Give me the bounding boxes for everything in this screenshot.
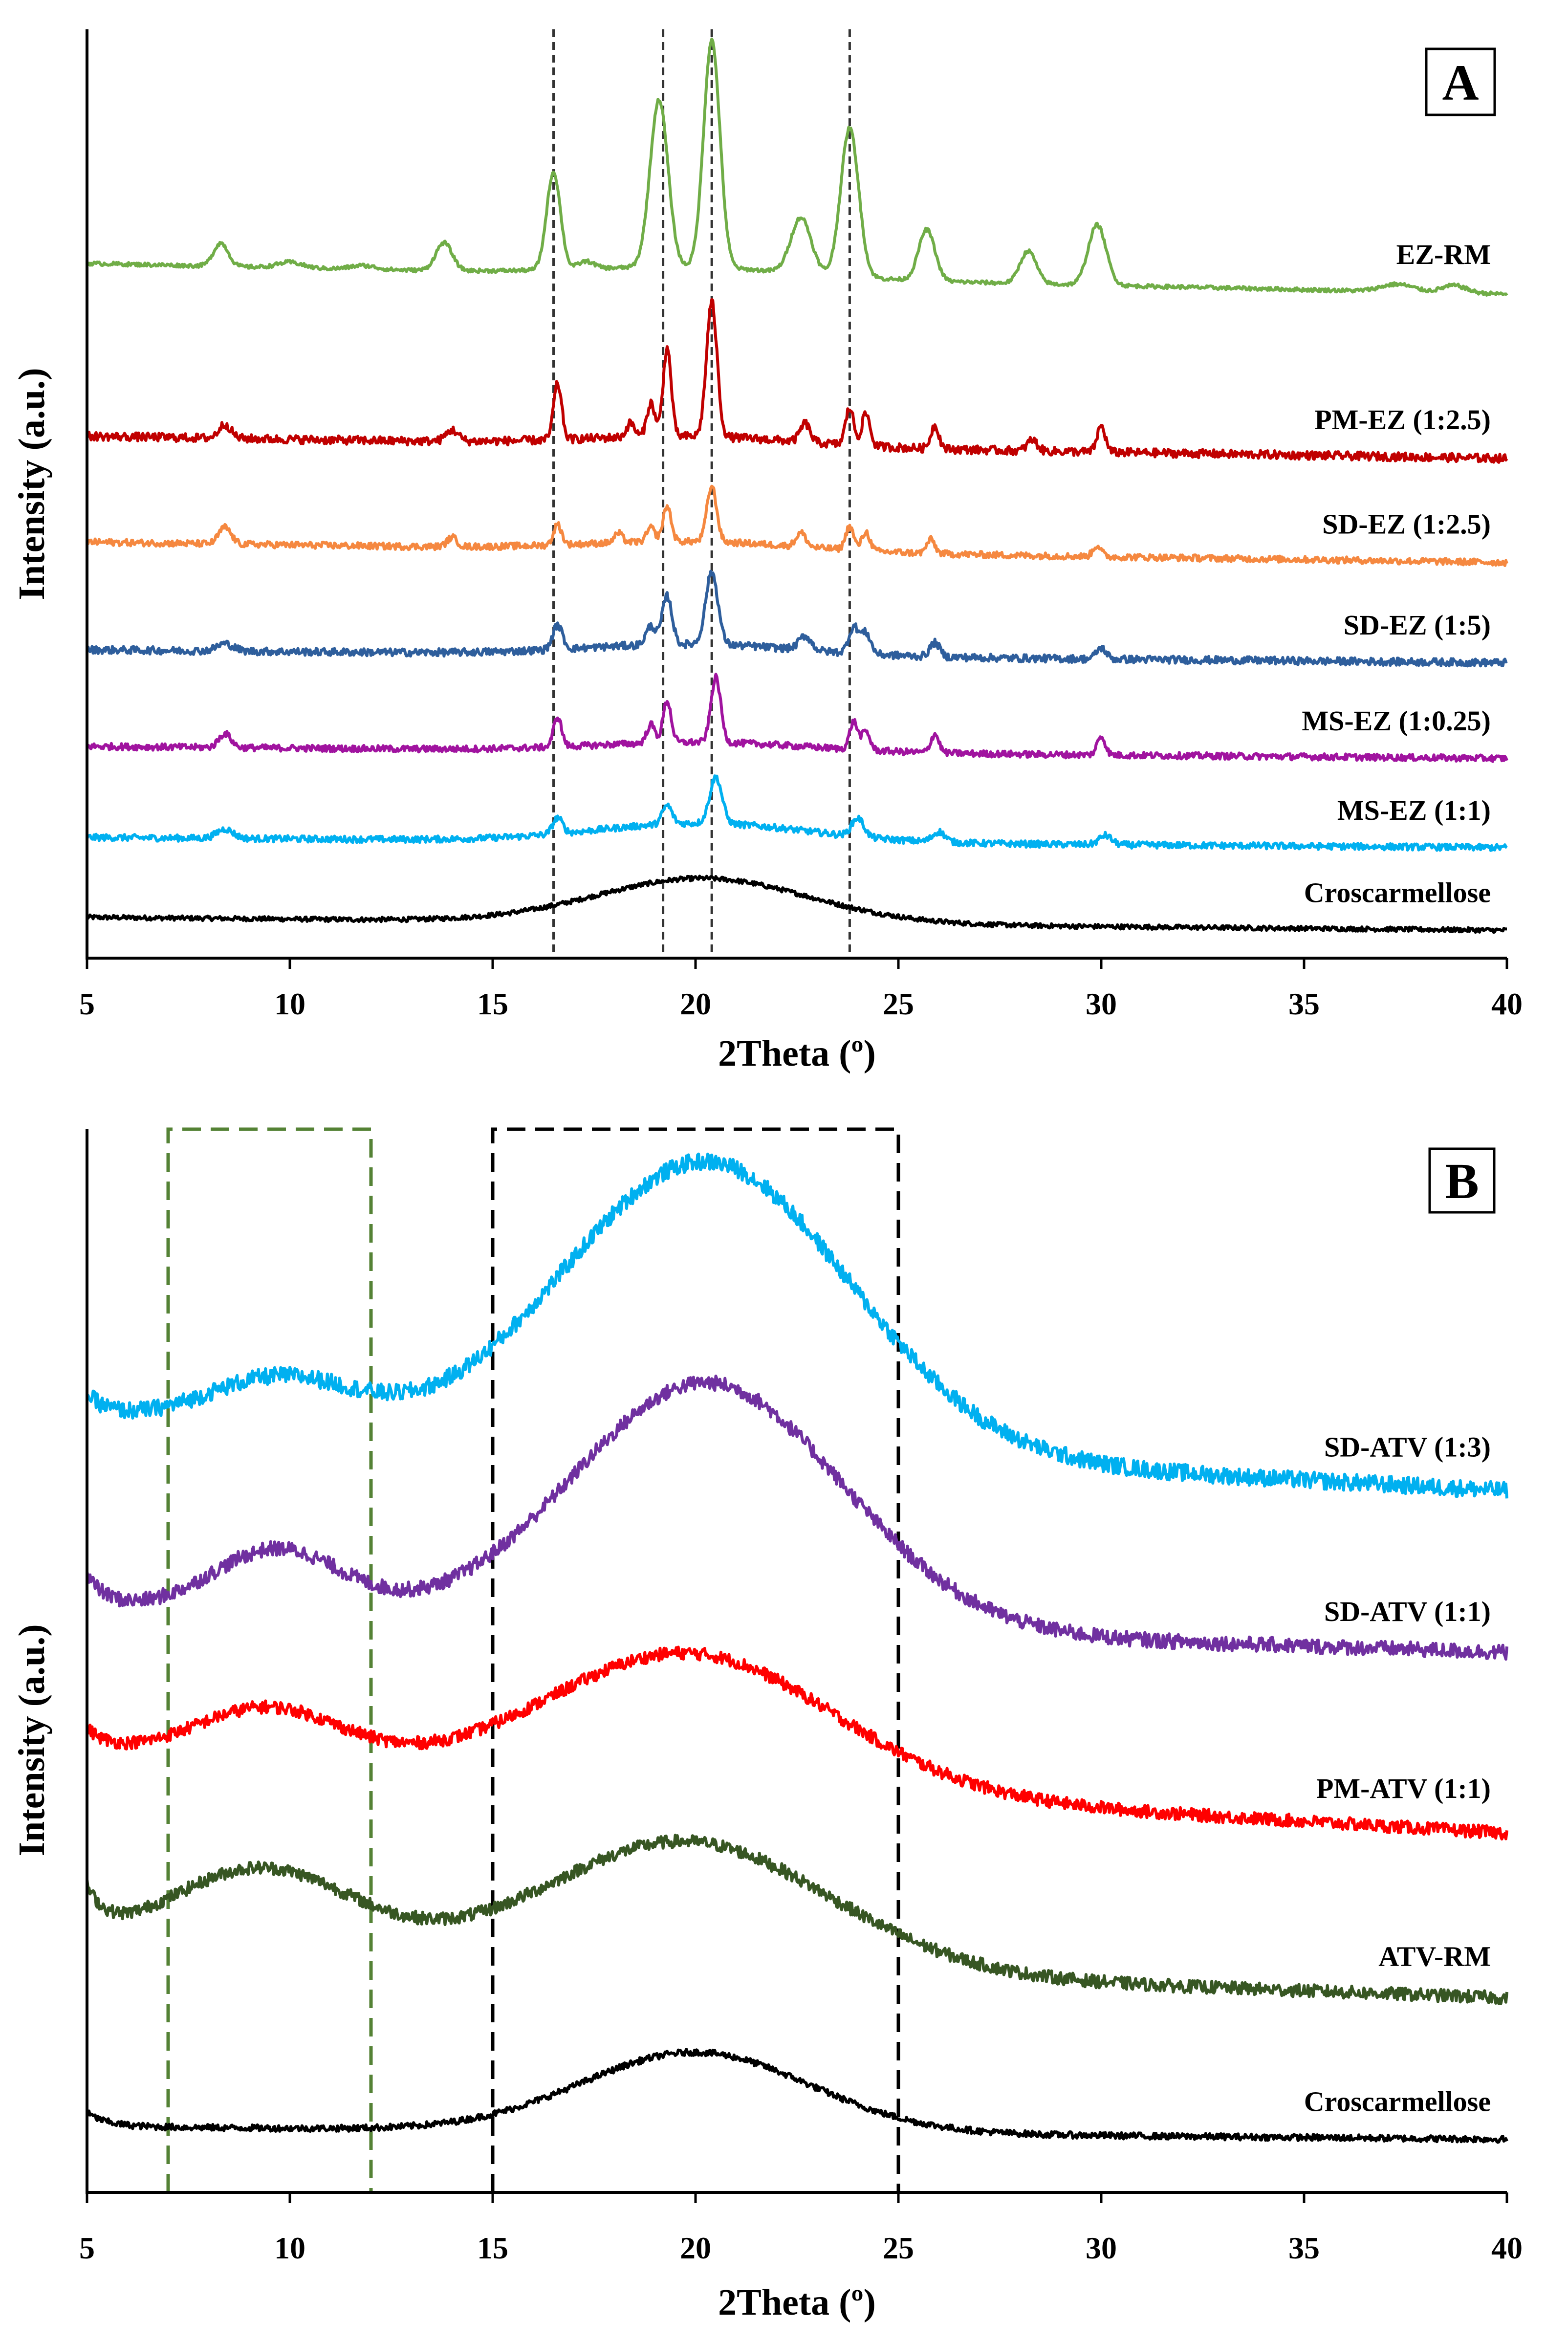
series-line-ez-rm bbox=[86, 37, 1508, 297]
series-label-ms-ez-1-1: MS-EZ (1:1) bbox=[1337, 794, 1491, 826]
x-tick-label: 5 bbox=[79, 2231, 95, 2265]
x-tick-label: 25 bbox=[883, 986, 914, 1021]
series-line-sd-atv-1-1 bbox=[86, 1375, 1508, 1661]
y-axis-label: Intensity (a.u.) bbox=[11, 1624, 52, 1856]
x-tick-label: 30 bbox=[1086, 2231, 1117, 2265]
series-label-croscarmellose: Croscarmellose bbox=[1304, 2086, 1491, 2118]
panel-label: B bbox=[1445, 1153, 1479, 1209]
chart-panel-b: Croscarmellose ATV-RM PM-ATV (1:1) SD-ATV (… bbox=[11, 1127, 1523, 2323]
series-label-pm-ez-1-2-5: PM-EZ (1:2.5) bbox=[1314, 404, 1491, 436]
series-label-sd-ez-1-5: SD-EZ (1:5) bbox=[1344, 609, 1491, 641]
series-line-croscarmellose bbox=[86, 875, 1507, 934]
series-line-sd-atv-1-3 bbox=[86, 1152, 1508, 1499]
x-axis-label: 2Theta (º) bbox=[718, 2282, 876, 2323]
series-line-pm-ez-1-2-5 bbox=[86, 298, 1508, 464]
x-tick-label: 35 bbox=[1288, 986, 1320, 1021]
series-line-croscarmellose bbox=[86, 2048, 1508, 2144]
series-label-croscarmellose: Croscarmellose bbox=[1304, 876, 1491, 908]
highlight-region-2 bbox=[491, 1127, 900, 2192]
series-line-pm-atv-1-1 bbox=[86, 1645, 1508, 1841]
x-tick-label: 15 bbox=[477, 986, 508, 1021]
series-line-ms-ez-1-1 bbox=[86, 774, 1508, 852]
series-label-pm-atv-1-1: PM-ATV (1:1) bbox=[1316, 1773, 1491, 1804]
highlight-region-1 bbox=[166, 1127, 373, 2192]
x-tick-label: 20 bbox=[680, 2231, 711, 2265]
series-label-sd-ez-1-2-5: SD-EZ (1:2.5) bbox=[1322, 508, 1491, 540]
x-tick-label: 20 bbox=[680, 986, 711, 1021]
x-tick-label: 35 bbox=[1288, 2231, 1320, 2265]
y-axis-label: Intensity (a.u.) bbox=[11, 368, 52, 600]
series-label-ez-rm: EZ-RM bbox=[1396, 239, 1491, 270]
x-tick-label: 10 bbox=[274, 986, 305, 1021]
x-tick-label: 5 bbox=[79, 986, 95, 1021]
x-axis-label: 2Theta (º) bbox=[718, 1033, 876, 1074]
series-line-ms-ez-1-0-25 bbox=[87, 673, 1508, 763]
panel-label: A bbox=[1442, 55, 1479, 111]
series-line-atv-rm bbox=[86, 1834, 1508, 2005]
series-line-sd-ez-1-5 bbox=[86, 569, 1508, 668]
x-tick-label: 25 bbox=[883, 2231, 914, 2265]
x-tick-label: 15 bbox=[477, 2231, 508, 2265]
x-tick-label: 40 bbox=[1491, 986, 1523, 1021]
panel-label-box bbox=[1428, 1147, 1496, 1214]
x-tick-label: 30 bbox=[1086, 986, 1117, 1021]
series-label-atv-rm: ATV-RM bbox=[1378, 1941, 1491, 1972]
series-label-sd-atv-1-1: SD-ATV (1:1) bbox=[1324, 1596, 1491, 1627]
series-line-sd-ez-1-2-5 bbox=[86, 484, 1508, 567]
chart-panel-a: Croscarmellose MS-EZ (1:1) MS-EZ (1:0.25) S… bbox=[11, 29, 1523, 1074]
panel-label-box bbox=[1425, 47, 1496, 116]
x-tick-label: 10 bbox=[274, 2231, 305, 2265]
series-label-ms-ez-1-0-25: MS-EZ (1:0.25) bbox=[1302, 705, 1491, 737]
x-tick-label: 40 bbox=[1491, 2231, 1523, 2265]
series-label-sd-atv-1-3: SD-ATV (1:3) bbox=[1324, 1431, 1491, 1463]
